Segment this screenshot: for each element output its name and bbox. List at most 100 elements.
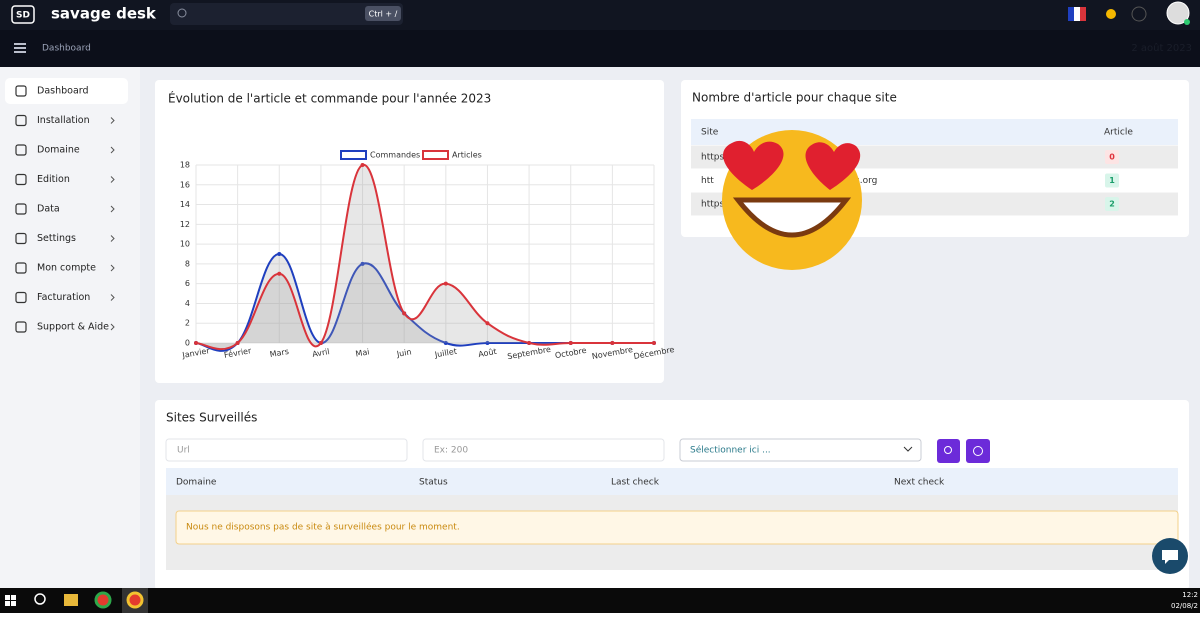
y-tick-label: 10 <box>180 240 190 249</box>
select-text: Sélectionner ici ... <box>690 445 771 456</box>
flag-red <box>1080 7 1086 21</box>
code-input[interactable] <box>422 438 665 462</box>
subbar <box>0 30 1200 67</box>
chevron <box>110 146 115 154</box>
alert <box>175 510 1179 545</box>
legend-label: Commandes <box>370 151 420 160</box>
shortcut: Ctrl + / <box>369 10 398 19</box>
monitor-title: Sites Surveillés <box>166 411 257 425</box>
x-tick-label: Juin <box>395 347 412 359</box>
flag-blue <box>1068 7 1074 21</box>
menu-item[interactable]: Edition <box>37 174 70 185</box>
point <box>194 341 198 345</box>
url-input[interactable] <box>165 438 408 462</box>
menu-item[interactable]: Settings <box>37 233 76 244</box>
taskbar <box>0 588 1200 613</box>
task-search[interactable] <box>34 593 46 605</box>
select[interactable] <box>679 438 922 462</box>
menu-item[interactable]: Domaine <box>37 145 80 156</box>
badge <box>1105 150 1119 164</box>
search-button[interactable] <box>937 439 960 463</box>
chrome[interactable] <box>126 591 144 609</box>
placeholder: Url <box>177 446 190 456</box>
menu-icon <box>15 114 27 127</box>
menu-item[interactable]: Data <box>37 204 60 215</box>
menu-item[interactable]: Support & Aide <box>37 322 109 333</box>
logo-box <box>11 5 35 24</box>
help[interactable] <box>1131 6 1147 22</box>
search[interactable] <box>170 3 403 25</box>
explorer[interactable] <box>64 594 78 606</box>
menu-icon <box>15 321 27 333</box>
start[interactable] <box>5 595 16 606</box>
menu-icon <box>15 144 27 156</box>
count: 1 <box>1109 176 1115 185</box>
y-tick-label: 0 <box>185 339 190 348</box>
count: 0 <box>1109 153 1115 162</box>
y-tick-label: 18 <box>180 161 190 170</box>
point <box>235 341 240 345</box>
logo: SD <box>16 11 30 21</box>
point <box>443 341 448 345</box>
chevron <box>110 294 115 301</box>
emoji-heart <box>805 142 861 190</box>
point <box>360 261 365 266</box>
chevron <box>110 235 115 242</box>
menu-item[interactable]: Mon compte <box>37 263 96 274</box>
point <box>485 321 490 326</box>
chevron <box>110 117 115 124</box>
menu-item[interactable]: Installation <box>37 115 90 126</box>
clock-date: 02/08/2 <box>1171 602 1198 610</box>
menu-item[interactable]: Dashboard <box>37 86 89 97</box>
count: 2 <box>1109 200 1115 209</box>
date: 2 août 2023 <box>1131 42 1192 54</box>
point <box>318 341 323 345</box>
legend-swatch <box>340 150 367 160</box>
menu-icon <box>15 173 27 186</box>
shortcut-box <box>365 6 401 21</box>
x-tick-label: Mars <box>269 347 290 359</box>
menu-icon <box>15 262 27 274</box>
search-icon <box>944 446 952 454</box>
site: htt <box>701 176 714 186</box>
theme-toggle[interactable] <box>1106 9 1116 19</box>
badge <box>1105 173 1119 188</box>
chevron <box>110 205 115 213</box>
x-tick-label: Avril <box>312 347 331 359</box>
search-icon <box>177 8 187 18</box>
y-tick-label: 6 <box>185 279 190 288</box>
placeholder: Ex: 200 <box>434 446 468 456</box>
breadcrumb: Dashboard <box>42 44 91 54</box>
site: https <box>701 200 724 210</box>
menu-item[interactable]: Facturation <box>37 292 90 303</box>
legend-label: Articles <box>452 151 482 160</box>
chrome[interactable] <box>94 591 112 609</box>
column: Site <box>701 128 719 138</box>
menu-icon <box>15 291 27 304</box>
sidebar <box>0 67 140 588</box>
chevron <box>110 264 115 272</box>
emoji-mouth <box>732 197 852 238</box>
avatar[interactable] <box>1166 1 1190 25</box>
point <box>277 271 282 276</box>
point <box>610 341 615 345</box>
x-tick-label: Août <box>478 347 498 359</box>
column: Domaine <box>176 478 217 488</box>
flag-white <box>1074 7 1080 21</box>
chevron <box>110 323 115 331</box>
point <box>527 341 532 345</box>
badge <box>1105 197 1119 211</box>
y-tick-label: 2 <box>185 319 190 328</box>
menu-icon <box>15 203 27 215</box>
clock: 12:2 <box>1182 591 1198 599</box>
y-tick-label: 14 <box>180 200 190 209</box>
y-tick-label: 4 <box>185 299 190 308</box>
area <box>196 254 654 351</box>
chart-title: Évolution de l'article et commande pour … <box>168 91 491 106</box>
brand: savage desk <box>51 5 157 23</box>
chevron <box>110 176 115 183</box>
menu-icon[interactable] <box>14 43 26 53</box>
reset-button[interactable] <box>966 439 990 463</box>
active-item <box>5 78 128 104</box>
